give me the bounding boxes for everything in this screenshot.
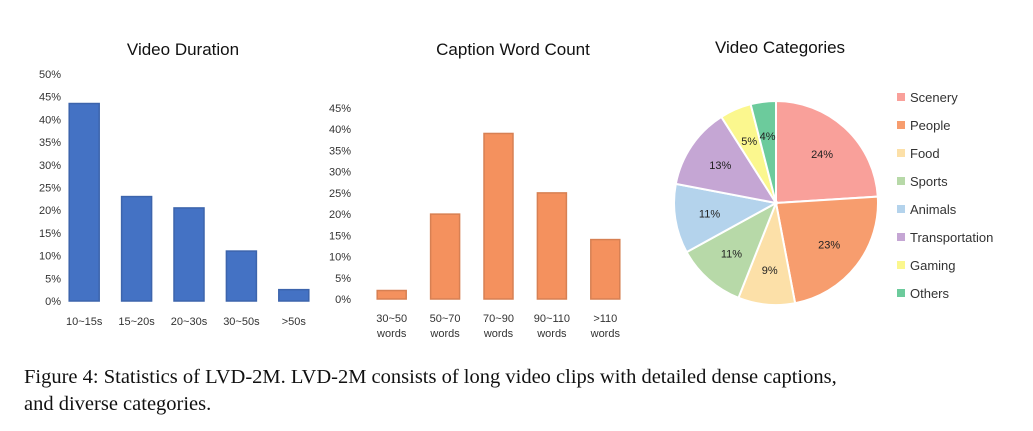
legend-label: People	[910, 118, 950, 133]
chart-title: Video Duration	[127, 40, 239, 59]
bar	[429, 213, 461, 300]
x-tick-label: 30~50s	[223, 316, 260, 328]
legend-swatch	[897, 177, 905, 185]
pie-slice	[673, 182, 779, 254]
bar	[173, 207, 205, 302]
pie-data-label: 4%	[760, 131, 776, 143]
pie-slice	[674, 115, 779, 205]
chart-video-duration: Video Duration 0% 5% 10% 15% 20% 25% 30% 35% 40%…	[39, 40, 310, 328]
y-tick-label: 20%	[329, 209, 351, 221]
y-tick-label: 25%	[39, 183, 61, 195]
legend-label: Transportation	[910, 230, 993, 245]
x-tick-label: >110	[593, 313, 617, 325]
bar	[483, 132, 514, 300]
pie-data-label: 11%	[699, 209, 720, 221]
y-tick-label: 30%	[329, 167, 351, 179]
pie-slice	[685, 200, 778, 300]
x-tick-label: 70~90	[483, 313, 514, 325]
chart-caption-word-count: Caption Word Count 0% 5% 10% 15% 20% 25% 30% 35…	[329, 40, 621, 340]
legend-swatch	[897, 233, 905, 241]
legend-label: Food	[910, 146, 940, 161]
x-tick-label: words	[429, 328, 460, 340]
y-tick-label: 15%	[39, 228, 61, 240]
caption-line-2: and diverse categories.	[24, 393, 212, 415]
legend-swatch	[897, 121, 905, 129]
x-tick-label: 50~70	[430, 313, 461, 325]
y-tick-label: 0%	[45, 296, 61, 308]
legend-swatch	[897, 261, 905, 269]
pie-data-label: 11%	[721, 248, 742, 260]
y-tick-label: 25%	[329, 188, 351, 200]
x-tick-label: 30~50	[376, 313, 407, 325]
y-tick-label: 10%	[329, 252, 351, 264]
x-tick-label: 15~20s	[118, 316, 155, 328]
y-tick-label: 40%	[329, 124, 351, 136]
legend-label: Gaming	[910, 258, 956, 273]
x-tick-label: >50s	[282, 316, 307, 328]
bar	[68, 102, 100, 302]
pie-data-label: 5%	[741, 136, 757, 148]
x-tick-label: words	[376, 328, 407, 340]
y-tick-label: 30%	[39, 160, 61, 172]
legend-swatch	[897, 149, 905, 157]
pie-data-label: 24%	[811, 149, 833, 161]
chart-video-categories: Video Categories 24% 23% 9% 11% 11% 13% 5% 4% Sc…	[673, 38, 993, 306]
legend-label: Animals	[910, 202, 957, 217]
legend-swatch	[897, 205, 905, 213]
x-tick-label: 20~30s	[171, 316, 208, 328]
x-tick-label: 10~15s	[66, 316, 103, 328]
legend-swatch	[897, 289, 905, 297]
y-tick-label: 10%	[39, 251, 61, 263]
bar	[120, 195, 153, 302]
y-tick-label: 5%	[45, 273, 61, 285]
bar	[590, 238, 621, 300]
figure-charts: Video Duration 0% 5% 10% 15% 20% 25% 30% 35% 40%…	[39, 38, 993, 340]
y-tick-label: 5%	[335, 273, 351, 285]
y-tick-label: 50%	[39, 69, 61, 81]
bar	[376, 289, 407, 300]
caption-line-1: Figure 4: Statistics of LVD-2M. LVD-2M c…	[24, 366, 837, 388]
bar	[278, 288, 310, 302]
y-tick-label: 35%	[39, 137, 61, 149]
chart-title: Caption Word Count	[436, 40, 590, 59]
y-tick-label: 20%	[39, 205, 61, 217]
y-tick-label: 35%	[329, 145, 351, 157]
x-tick-label: words	[536, 328, 567, 340]
legend-swatch	[897, 93, 905, 101]
legend-label: Scenery	[910, 90, 958, 105]
x-tick-label: words	[590, 328, 621, 340]
figure-caption: Figure 4: Statistics of LVD-2M. LVD-2M c…	[24, 364, 1024, 418]
pie-data-label: 23%	[818, 239, 840, 251]
y-tick-label: 40%	[39, 114, 61, 126]
legend-label: Sports	[910, 174, 948, 189]
pie-data-label: 13%	[709, 160, 731, 172]
pie-slice	[775, 99, 879, 205]
y-tick-label: 0%	[335, 294, 351, 306]
bar	[225, 250, 258, 302]
y-tick-label: 45%	[329, 103, 351, 115]
pie-slice	[774, 195, 879, 305]
y-tick-label: 15%	[329, 230, 351, 242]
y-tick-label: 45%	[39, 92, 61, 104]
x-tick-label: words	[483, 328, 514, 340]
bar	[536, 192, 568, 300]
pie-data-label: 9%	[762, 265, 778, 277]
chart-title: Video Categories	[715, 38, 845, 57]
x-tick-label: 90~110	[534, 313, 570, 325]
legend-label: Others	[910, 286, 950, 301]
pie-slice	[749, 99, 777, 204]
